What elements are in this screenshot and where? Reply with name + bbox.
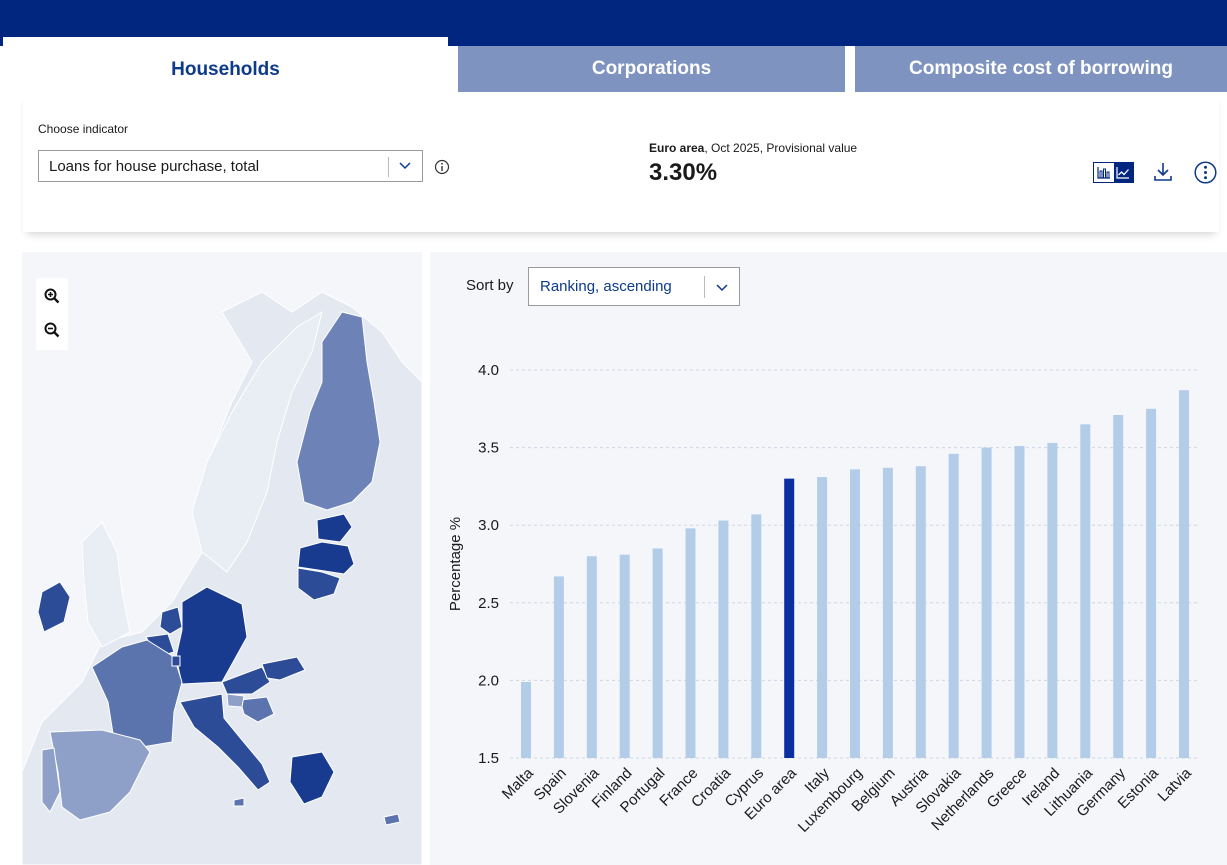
- bar[interactable]: [915, 466, 926, 758]
- bar[interactable]: [586, 556, 597, 758]
- map-lithuania[interactable]: [297, 567, 341, 601]
- y-axis-label: Percentage %: [447, 517, 464, 611]
- bar[interactable]: [1146, 408, 1157, 758]
- bar[interactable]: [882, 467, 893, 758]
- bar[interactable]: [685, 528, 696, 758]
- map-slovenia[interactable]: [226, 693, 245, 708]
- bar[interactable]: [817, 477, 828, 758]
- map-portugal[interactable]: [41, 747, 61, 813]
- bar[interactable]: [619, 554, 630, 758]
- tab-households[interactable]: Households: [3, 37, 448, 92]
- chevron-down-icon: [716, 284, 728, 292]
- bar[interactable]: [948, 453, 959, 758]
- map-germany[interactable]: [175, 586, 248, 685]
- x-tick-label: Latvia: [1155, 764, 1196, 805]
- map-uk: [81, 521, 131, 648]
- bar[interactable]: [784, 478, 795, 758]
- indicator-select[interactable]: Loans for house purchase, total: [38, 150, 423, 182]
- chevron-down-icon: [399, 162, 411, 170]
- bar[interactable]: [1047, 442, 1058, 758]
- map-malta[interactable]: [233, 797, 245, 807]
- bar[interactable]: [1014, 446, 1025, 758]
- bar[interactable]: [1080, 424, 1091, 758]
- zoom-out-icon[interactable]: [44, 322, 60, 338]
- bar[interactable]: [1179, 390, 1189, 758]
- sort-select[interactable]: Ranking, ascending: [528, 267, 740, 306]
- y-tick-label: 4.0: [478, 362, 499, 379]
- bar-chart-toggle[interactable]: [1094, 163, 1114, 182]
- map-croatia[interactable]: [239, 696, 275, 723]
- map-italy[interactable]: [179, 693, 271, 791]
- kpi-caption: Euro area, Oct 2025, Provisional value: [649, 141, 857, 155]
- tab-composite-cost-of-borrowing[interactable]: Composite cost of borrowing: [855, 46, 1227, 92]
- bar[interactable]: [718, 520, 729, 758]
- y-tick-label: 3.0: [478, 517, 499, 534]
- sort-by-label: Sort by: [466, 277, 514, 294]
- x-tick-label: Malta: [499, 764, 537, 802]
- y-tick-label: 3.5: [478, 440, 499, 457]
- chart-type-toggle[interactable]: [1093, 162, 1134, 183]
- choose-indicator-label: Choose indicator: [38, 122, 129, 136]
- sort-select-divider: [704, 276, 705, 298]
- map-austria[interactable]: [221, 666, 271, 695]
- map-estonia[interactable]: [316, 513, 353, 543]
- kpi-value: 3.30%: [649, 159, 718, 186]
- map-norway-sweden: [191, 310, 323, 573]
- bar[interactable]: [850, 469, 860, 758]
- download-icon[interactable]: [1154, 162, 1172, 182]
- map-slovakia[interactable]: [261, 656, 306, 681]
- map-latvia[interactable]: [297, 541, 355, 575]
- bar[interactable]: [553, 576, 564, 758]
- map-cyprus[interactable]: [383, 813, 401, 826]
- y-tick-label: 2.0: [478, 672, 499, 689]
- y-tick-label: 1.5: [478, 750, 499, 767]
- bar[interactable]: [751, 514, 762, 758]
- kpi-caption-detail: , Oct 2025, Provisional value: [704, 141, 858, 155]
- select-divider: [388, 157, 389, 177]
- bar[interactable]: [652, 548, 663, 758]
- map-luxembourg[interactable]: [171, 655, 181, 667]
- map-netherlands[interactable]: [159, 606, 183, 635]
- tab-bar: Households Corporations Composite cost o…: [0, 37, 1227, 92]
- line-chart-toggle[interactable]: [1113, 163, 1133, 182]
- kpi-region: Euro area: [649, 141, 705, 155]
- line-chart-icon: [1116, 166, 1130, 179]
- map-finland[interactable]: [296, 311, 381, 511]
- bar-chart-icon: [1097, 166, 1110, 179]
- map-france[interactable]: [91, 639, 183, 748]
- indicator-panel: Choose indicator Loans for house purchas…: [23, 92, 1219, 232]
- europe-map-panel: [22, 252, 422, 865]
- bar[interactable]: [981, 447, 992, 758]
- indicator-select-value: Loans for house purchase, total: [49, 157, 260, 175]
- map-ireland[interactable]: [37, 581, 71, 633]
- chart-panel: 1.5 2.0 2.5 3.0 3.5 4.0 Percentage % Malta Spain…: [430, 252, 1227, 865]
- y-tick-label: 2.5: [478, 595, 499, 612]
- map-greece[interactable]: [289, 751, 335, 805]
- more-options-icon[interactable]: [1194, 161, 1217, 184]
- tab-corporations[interactable]: Corporations: [458, 46, 845, 92]
- europe-map: [22, 291, 422, 865]
- zoom-controls: [36, 278, 68, 350]
- zoom-in-icon[interactable]: [44, 288, 60, 304]
- bar[interactable]: [1113, 415, 1124, 758]
- info-icon[interactable]: [434, 159, 450, 175]
- bar[interactable]: [521, 681, 531, 758]
- sort-select-value: Ranking, ascending: [540, 278, 672, 295]
